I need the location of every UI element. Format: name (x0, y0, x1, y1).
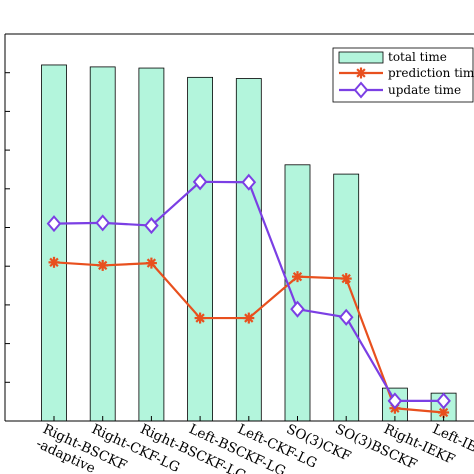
point-prediction-time-1 (97, 259, 109, 271)
point-update-time-0 (46, 215, 62, 233)
point-update-time-3 (192, 173, 208, 191)
bar-total-time-1 (89, 66, 116, 422)
point-update-time-1 (95, 214, 111, 232)
point-prediction-time-0 (48, 256, 60, 268)
legend-marker-prediction-time (355, 67, 367, 79)
legend-label-prediction-time: prediction time (388, 66, 474, 80)
bar-total-time-4 (235, 78, 262, 422)
point-update-time-4 (241, 173, 257, 191)
legend-diamond (353, 81, 369, 99)
point-prediction-time-2-stroke (146, 258, 157, 268)
point-update-time-8 (436, 392, 451, 410)
legend-label-total-time: total time (388, 50, 447, 64)
bar-total-time-0 (41, 64, 67, 422)
point-prediction-time-3 (194, 312, 206, 324)
point-prediction-time-3-stroke (195, 313, 205, 323)
point-update-time-7 (387, 392, 403, 410)
point-prediction-time-1-stroke (98, 260, 108, 271)
point-prediction-time-4 (243, 312, 255, 324)
point-prediction-time-8-stroke (438, 407, 449, 418)
point-prediction-time-2 (145, 257, 157, 269)
legend-asterisk (355, 67, 367, 79)
point-prediction-time-0-stroke (49, 257, 59, 267)
point-update-time-6 (338, 308, 354, 326)
point-prediction-time-5-stroke (292, 271, 303, 282)
legend: total time prediction time update time (332, 47, 474, 103)
point-update-time-5 (290, 300, 305, 318)
point-prediction-time-5 (292, 271, 303, 283)
plot-area: Right-BSCKF-adaptiveRight-CKF-LGRight-BS… (4, 33, 474, 474)
point-prediction-time-4-stroke (244, 313, 254, 323)
bar-total-time-5 (284, 164, 311, 422)
point-update-time-2 (144, 217, 159, 235)
legend-marker-update-time (353, 81, 369, 99)
point-prediction-time-6 (340, 273, 352, 285)
bar-total-time-2 (138, 67, 165, 422)
point-prediction-time-6-stroke (341, 273, 351, 284)
legend-swatch-total-time (338, 51, 384, 64)
legend-label-update-time: update time (388, 83, 461, 97)
bar-total-time-6 (333, 173, 360, 422)
legend-asterisk-stroke (356, 68, 366, 78)
bar-total-time-3 (187, 76, 214, 422)
